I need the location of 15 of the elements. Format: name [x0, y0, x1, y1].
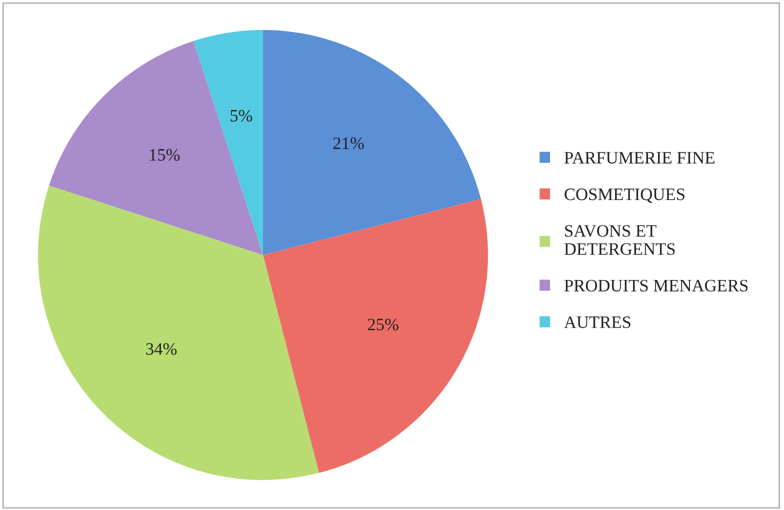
legend-label: COSMETIQUES [564, 188, 684, 203]
data-label: 15% [150, 148, 180, 161]
legend-label: SAVONS ET DETERGENTS [564, 225, 675, 255]
pie-slice [263, 30, 481, 255]
data-label: 5% [230, 110, 252, 122]
pie-slice [49, 41, 263, 255]
pie-slice [193, 30, 263, 255]
legend-label: PRODUITS MENAGERS [564, 280, 748, 292]
pie-slice [38, 185, 319, 480]
legend-label: AUTRES [564, 316, 630, 328]
data-label: 34% [146, 343, 177, 355]
data-label: 25% [368, 318, 398, 330]
data-label: 21% [333, 137, 364, 150]
legend-label: PARFUMERIE FINE [564, 152, 714, 164]
pie-slice [263, 199, 488, 473]
